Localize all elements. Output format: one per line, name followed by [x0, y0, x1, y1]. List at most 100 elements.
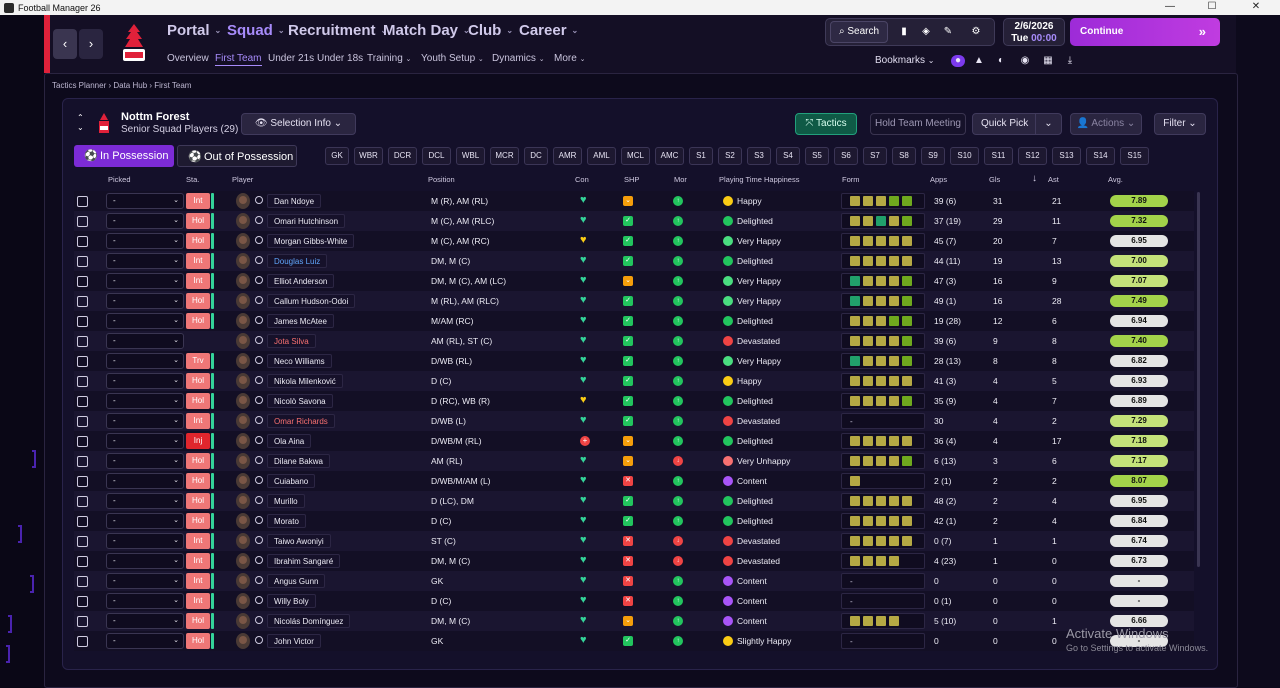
subnav-more[interactable]: More ⌄ [554, 53, 585, 64]
table-row[interactable]: - ⌄ Hol John Victor GK ♥ ✓ ↑ Slightly Happy -0 0 0- [74, 631, 1194, 651]
table-row[interactable]: - ⌄ Inj Ola Aina D/WB/M (RL) + ⌄ ↑ Delighted 36 (… [74, 431, 1194, 451]
table-row[interactable]: - ⌄ Int Taiwo Awoniyi ST (C) ♥ ✕ ↓ Devastated 0 (… [74, 531, 1194, 551]
picked-select[interactable]: - ⌄ [106, 393, 184, 409]
table-row[interactable]: - ⌄ Hol Omari Hutchinson M (C), AM (RLC) ♥ ✓ ↑ D… [74, 211, 1194, 231]
shield-icon[interactable]: ◈ [922, 26, 930, 37]
subnav-overview[interactable]: Overview [167, 53, 209, 64]
row-checkbox[interactable] [77, 496, 88, 507]
player-name[interactable]: Douglas Luiz [267, 254, 328, 268]
table-row[interactable]: - ⌄ Int Ibrahim Sangaré DM, M (C) ♥ ✕ ↓ Devastat… [74, 551, 1194, 571]
col-shp[interactable]: SHP [624, 175, 640, 184]
picked-select[interactable]: - ⌄ [106, 613, 184, 629]
picked-select[interactable]: - ⌄ [106, 373, 184, 389]
subnav-training[interactable]: Training ⌄ [367, 53, 411, 64]
in-possession-tab[interactable]: ⚽ In Possession [74, 145, 174, 167]
table-row[interactable]: - ⌄ Int Angus Gunn GK ♥ ✕ ↑ Content -0 0 0- [74, 571, 1194, 591]
col-morale[interactable]: Mor [674, 175, 687, 184]
nav-recruitment[interactable]: Recruitment ⌄ [288, 22, 387, 39]
player-name[interactable]: Jota Silva [267, 334, 316, 348]
col-picked[interactable]: Picked [108, 175, 131, 184]
whistle-icon[interactable]: ◐ [997, 55, 1005, 66]
row-checkbox[interactable] [77, 296, 88, 307]
position-button-s10[interactable]: S10 [950, 147, 979, 165]
position-button-s2[interactable]: S2 [718, 147, 742, 165]
picked-select[interactable]: - ⌄ [106, 253, 184, 269]
nav-club[interactable]: Club ⌄ [468, 22, 513, 39]
minimize-button[interactable]: — [1165, 1, 1175, 12]
picked-select[interactable]: - ⌄ [106, 333, 184, 349]
position-button-wbr[interactable]: WBR [354, 147, 383, 165]
player-name[interactable]: Omar Richards [267, 414, 335, 428]
position-button-gk[interactable]: GK [325, 147, 349, 165]
quick-pick-button[interactable]: Quick Pick ⌄ [972, 113, 1062, 135]
table-row[interactable]: - ⌄ Hol Nicolò Savona D (RC), WB (R) ♥ ✓ ↑ Delig… [74, 391, 1194, 411]
picked-select[interactable]: - ⌄ [106, 213, 184, 229]
table-row[interactable]: - ⌄ Hol Morato D (C) ♥ ✓ ↑ Delighted 42 (1) 2 4 6.84 [74, 511, 1194, 531]
date-display[interactable]: 2/6/2026 Tue 00:00 [1003, 18, 1065, 46]
position-button-s5[interactable]: S5 [805, 147, 829, 165]
position-button-s7[interactable]: S7 [863, 147, 887, 165]
position-button-s6[interactable]: S6 [834, 147, 858, 165]
row-checkbox[interactable] [77, 436, 88, 447]
table-row[interactable]: - ⌄ Hol Morgan Gibbs-White M (C), AM (RC) ♥ ✓ ↑… [74, 231, 1194, 251]
shirt-icon[interactable]: ▲ [974, 55, 984, 66]
row-checkbox[interactable] [77, 276, 88, 287]
picked-select[interactable]: - ⌄ [106, 313, 184, 329]
position-button-mcl[interactable]: MCL [621, 147, 650, 165]
col-player[interactable]: Player [232, 175, 254, 184]
player-name[interactable]: Morgan Gibbs-White [267, 234, 355, 248]
subnav-first-team[interactable]: First Team [215, 53, 262, 66]
breadcrumb-item[interactable]: First Team [154, 81, 192, 90]
position-button-s15[interactable]: S15 [1120, 147, 1149, 165]
player-name[interactable]: Ibrahim Sangaré [267, 554, 341, 568]
picked-select[interactable]: - ⌄ [106, 493, 184, 509]
picked-select[interactable]: - ⌄ [106, 473, 184, 489]
player-name[interactable]: Omari Hutchinson [267, 214, 346, 228]
subnav-youth-setup[interactable]: Youth Setup ⌄ [421, 53, 484, 64]
row-checkbox[interactable] [77, 376, 88, 387]
table-row[interactable]: - ⌄ Hol Nikola Milenković D (C) ♥ ✓ ↑ Happy 41 (3… [74, 371, 1194, 391]
player-name[interactable]: Dilane Bakwa [267, 454, 330, 468]
player-name[interactable]: Angus Gunn [267, 574, 326, 588]
scout-icon[interactable]: ◉ [1020, 55, 1030, 66]
picked-select[interactable]: - ⌄ [106, 413, 184, 429]
nav-squad[interactable]: Squad ⌄ [227, 22, 285, 39]
continue-button[interactable]: Continue» [1070, 18, 1220, 46]
collapse-toggle[interactable]: ⌃ ⌄ [77, 113, 84, 132]
position-button-amc[interactable]: AMC [655, 147, 684, 165]
table-scrollbar[interactable] [1197, 192, 1200, 567]
picked-select[interactable]: - ⌄ [106, 453, 184, 469]
subnav-dynamics[interactable]: Dynamics ⌄ [492, 53, 545, 64]
position-button-s4[interactable]: S4 [776, 147, 800, 165]
download-icon[interactable]: ⤓ [1067, 55, 1073, 66]
actions-dropdown[interactable]: 👤 Actions ⌄ [1070, 113, 1142, 135]
row-checkbox[interactable] [77, 256, 88, 267]
row-checkbox[interactable] [77, 216, 88, 227]
filter-dropdown[interactable]: Filter ⌄ [1154, 113, 1206, 135]
row-checkbox[interactable] [77, 616, 88, 627]
col-apps[interactable]: Apps [930, 175, 948, 184]
player-name[interactable]: Neco Williams [267, 354, 332, 368]
position-button-s12[interactable]: S12 [1018, 147, 1047, 165]
position-button-dc[interactable]: DC [524, 147, 548, 165]
position-button-aml[interactable]: AML [587, 147, 616, 165]
row-checkbox[interactable] [77, 556, 88, 567]
picked-select[interactable]: - ⌄ [106, 553, 184, 569]
col-form[interactable]: Form [842, 175, 860, 184]
col-condition[interactable]: Con [575, 175, 589, 184]
position-button-amr[interactable]: AMR [553, 147, 582, 165]
back-button[interactable]: ‹ [53, 29, 77, 59]
gear-icon[interactable]: ⚙ [971, 26, 981, 37]
club-name[interactable]: Nottm Forest [121, 111, 190, 123]
col-happiness[interactable]: Playing Time Happiness [719, 175, 800, 184]
position-button-s11[interactable]: S11 [984, 147, 1013, 165]
nav-portal[interactable]: Portal ⌄ [167, 22, 221, 39]
player-name[interactable]: Nicolò Savona [267, 394, 333, 408]
row-checkbox[interactable] [77, 236, 88, 247]
position-button-wbl[interactable]: WBL [456, 147, 485, 165]
tactics-button[interactable]: ⤧ Tactics [795, 113, 857, 135]
calendar-icon[interactable]: ▦ [1043, 55, 1053, 66]
table-row[interactable]: - ⌄ Hol Callum Hudson-Odoi M (RL), AM (RLC) ♥… [74, 291, 1194, 311]
out-of-possession-tab[interactable]: ⚽ Out of Possession [177, 145, 297, 167]
maximize-button[interactable]: ☐ [1207, 1, 1217, 12]
